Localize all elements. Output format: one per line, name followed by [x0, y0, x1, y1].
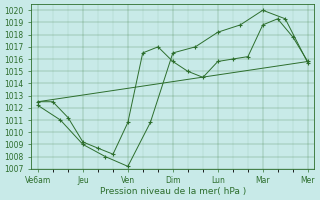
X-axis label: Pression niveau de la mer( hPa ): Pression niveau de la mer( hPa )	[100, 187, 246, 196]
